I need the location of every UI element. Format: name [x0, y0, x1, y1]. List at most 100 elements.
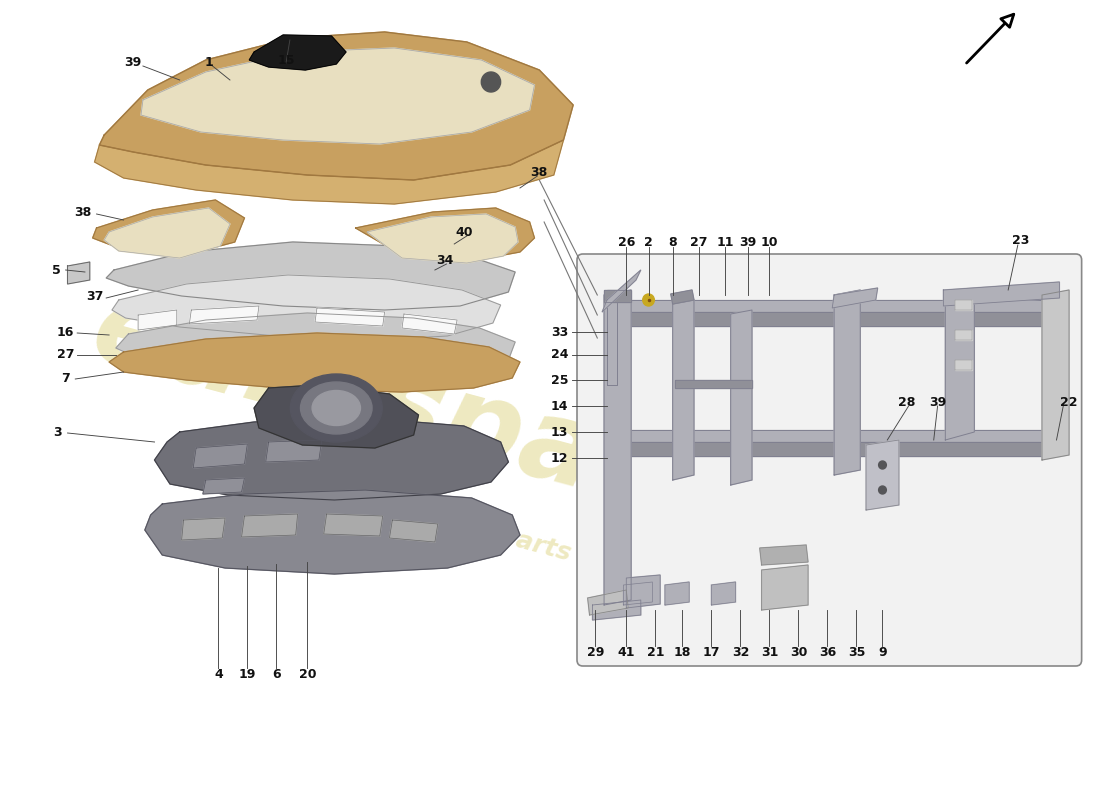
Polygon shape: [112, 275, 500, 340]
Polygon shape: [389, 520, 438, 542]
Polygon shape: [626, 575, 660, 608]
Text: 25: 25: [551, 374, 569, 386]
Polygon shape: [266, 440, 322, 462]
Polygon shape: [315, 308, 385, 326]
Text: 16: 16: [57, 326, 75, 338]
Polygon shape: [202, 478, 244, 494]
Text: 20: 20: [298, 669, 316, 682]
Text: 40: 40: [455, 226, 473, 238]
Polygon shape: [367, 214, 518, 263]
Polygon shape: [674, 380, 752, 388]
Text: 4: 4: [214, 669, 222, 682]
Polygon shape: [604, 290, 631, 302]
Text: 18: 18: [673, 646, 691, 658]
Text: 3: 3: [54, 426, 63, 438]
Circle shape: [482, 72, 500, 92]
Polygon shape: [67, 262, 90, 284]
Polygon shape: [182, 518, 225, 540]
Text: 27: 27: [690, 235, 707, 249]
Polygon shape: [730, 310, 752, 485]
Polygon shape: [955, 300, 972, 310]
Polygon shape: [107, 242, 515, 310]
Text: 39: 39: [739, 235, 757, 249]
Text: 11: 11: [716, 235, 734, 249]
Text: 23: 23: [1012, 234, 1030, 246]
Text: 28: 28: [898, 395, 915, 409]
Text: 32: 32: [732, 646, 749, 658]
Text: a passion for parts since 1985: a passion for parts since 1985: [311, 474, 728, 606]
Polygon shape: [607, 442, 1047, 456]
Polygon shape: [242, 514, 298, 537]
Polygon shape: [945, 290, 975, 440]
Polygon shape: [607, 430, 1047, 442]
Polygon shape: [250, 35, 346, 70]
Text: 10: 10: [760, 235, 778, 249]
Polygon shape: [95, 140, 563, 204]
Text: 12: 12: [551, 451, 569, 465]
Polygon shape: [833, 288, 878, 308]
Polygon shape: [189, 306, 258, 324]
Polygon shape: [944, 282, 1059, 306]
Text: 22: 22: [1060, 395, 1078, 409]
Text: 38: 38: [75, 206, 91, 218]
Polygon shape: [99, 32, 573, 180]
Text: 29: 29: [586, 646, 604, 658]
Text: 39: 39: [124, 57, 142, 70]
Polygon shape: [254, 385, 418, 448]
Polygon shape: [712, 582, 736, 605]
Text: 13: 13: [551, 426, 569, 438]
Ellipse shape: [290, 374, 382, 442]
Polygon shape: [760, 545, 808, 565]
Text: 31: 31: [761, 646, 778, 658]
Text: 8: 8: [669, 235, 676, 249]
Polygon shape: [587, 590, 628, 615]
Polygon shape: [604, 290, 631, 605]
Polygon shape: [671, 290, 694, 304]
Text: 26: 26: [617, 235, 635, 249]
Circle shape: [879, 486, 887, 494]
Polygon shape: [139, 310, 177, 330]
Polygon shape: [607, 312, 1056, 326]
Polygon shape: [92, 200, 244, 255]
Text: 9: 9: [878, 646, 887, 658]
Text: 38: 38: [530, 166, 548, 178]
Polygon shape: [834, 290, 860, 475]
Ellipse shape: [300, 382, 372, 434]
Polygon shape: [761, 565, 808, 610]
Polygon shape: [866, 440, 899, 510]
Polygon shape: [602, 270, 641, 312]
Circle shape: [642, 294, 654, 306]
Text: 2: 2: [645, 235, 653, 249]
Text: 39: 39: [930, 395, 946, 409]
Polygon shape: [607, 300, 1056, 312]
Polygon shape: [109, 333, 520, 392]
Polygon shape: [116, 313, 515, 377]
Text: 7: 7: [62, 371, 70, 385]
Polygon shape: [955, 330, 972, 340]
Text: 41: 41: [617, 646, 635, 658]
Polygon shape: [141, 48, 535, 144]
Polygon shape: [104, 208, 230, 258]
Polygon shape: [355, 208, 535, 260]
Text: 37: 37: [86, 290, 103, 302]
Text: 15: 15: [277, 54, 295, 66]
Text: 27: 27: [57, 347, 75, 361]
Text: 5: 5: [52, 263, 60, 277]
Polygon shape: [154, 418, 508, 500]
Text: eurospares: eurospares: [80, 274, 805, 566]
Polygon shape: [1042, 290, 1069, 460]
Polygon shape: [194, 444, 248, 468]
Text: 21: 21: [647, 646, 664, 658]
Text: 36: 36: [818, 646, 836, 658]
Polygon shape: [593, 600, 641, 620]
Text: 33: 33: [551, 326, 569, 338]
Text: 6: 6: [272, 669, 280, 682]
Polygon shape: [145, 490, 520, 574]
Polygon shape: [402, 314, 458, 334]
Circle shape: [879, 461, 887, 469]
Text: 17: 17: [703, 646, 720, 658]
Text: 24: 24: [551, 349, 569, 362]
Polygon shape: [955, 360, 972, 370]
Polygon shape: [666, 582, 689, 605]
Text: 19: 19: [239, 669, 256, 682]
